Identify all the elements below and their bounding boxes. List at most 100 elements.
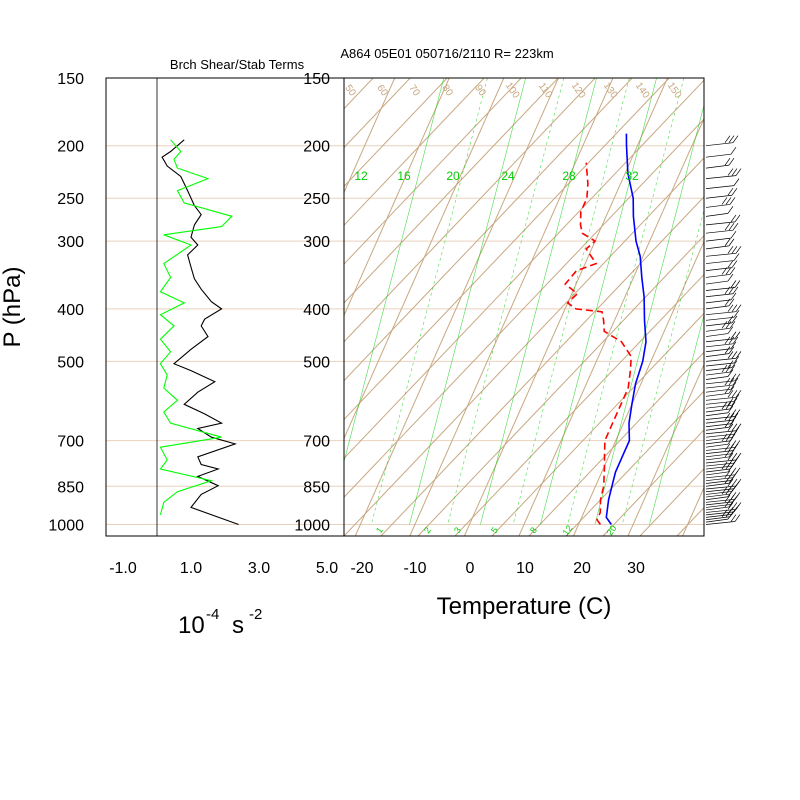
- wind-barb: [705, 514, 741, 525]
- wind-barb-feather: [730, 373, 737, 382]
- wind-barb: [705, 409, 741, 420]
- wind-barb-feather: [724, 286, 731, 294]
- mixing-ratio-label: 28: [562, 169, 576, 183]
- wind-barb-shaft: [705, 338, 736, 343]
- wind-barb-feather: [730, 409, 737, 417]
- wind-barb-feather: [731, 188, 738, 196]
- wind-barb-feather: [732, 412, 739, 421]
- wind-barb-feather: [734, 214, 741, 223]
- isotherm: [83, 78, 286, 536]
- wind-barb-feather: [729, 321, 736, 329]
- wind-barb: [705, 405, 734, 417]
- wind-barb: [705, 336, 739, 348]
- wind-barb: [705, 369, 734, 380]
- mixing-ratio-label: 2: [422, 525, 433, 535]
- wind-barb: [705, 315, 738, 327]
- wind-barb-feather: [728, 286, 735, 294]
- dewpoint-line: [564, 162, 633, 525]
- wind-barb-shaft: [705, 260, 735, 264]
- dry-adiabat-label: 150: [665, 81, 684, 101]
- wind-barb-feather: [728, 499, 735, 508]
- wind-barb-feather: [727, 423, 734, 431]
- y-tick-label: 500: [57, 354, 84, 371]
- wind-barb-feather: [721, 364, 728, 373]
- wind-barb-shaft: [705, 299, 732, 304]
- wind-barb-feather: [725, 461, 732, 470]
- y-axis-label: P (hPa): [0, 267, 26, 348]
- wind-barb: [705, 449, 735, 461]
- wind-barb: [705, 390, 742, 401]
- mixing-ratio-line: [480, 78, 597, 525]
- wind-barb: [705, 360, 738, 371]
- wind-barb-shaft: [705, 153, 732, 158]
- dry-adiabat-label: 70: [406, 83, 422, 99]
- wind-barb-feather: [727, 206, 734, 214]
- wind-barb-feather: [727, 489, 734, 497]
- wind-barb-feather: [728, 336, 735, 345]
- wind-barb-feather: [729, 197, 736, 205]
- isotherm: [627, 363, 704, 536]
- wind-barb-shaft: [705, 450, 734, 454]
- wind-barb-shaft: [705, 185, 735, 189]
- wind-barb-feather: [730, 416, 737, 424]
- wind-barb-shaft: [705, 516, 731, 521]
- dry-adiabat: [380, 196, 704, 536]
- wind-barb-feather: [735, 390, 742, 398]
- wind-barb-shaft: [705, 194, 733, 199]
- wind-barb-shaft: [705, 353, 730, 357]
- wind-barb: [705, 197, 736, 208]
- mixing-ratio-line: [447, 78, 565, 525]
- y-tick-label: 700: [57, 434, 84, 451]
- wind-barb-feather: [732, 336, 739, 345]
- wind-barb-feather: [721, 509, 728, 517]
- wind-barb-feather: [728, 298, 735, 307]
- wind-barb-shaft: [705, 280, 729, 285]
- dry-adiabat: [751, 43, 800, 537]
- temperature-tick-label: 20: [573, 560, 591, 577]
- x-tick-label: 5.0: [316, 560, 338, 577]
- wind-barb: [705, 476, 735, 487]
- wind-barb: [705, 253, 740, 264]
- wind-barb-shaft: [705, 212, 729, 217]
- wind-barb-shaft: [705, 521, 736, 525]
- dry-adiabat: [344, 78, 374, 110]
- wind-barb-feather: [727, 478, 734, 487]
- wind-barb-shaft: [705, 327, 731, 332]
- wind-barb-feather: [727, 436, 734, 445]
- wind-barb-shaft: [705, 333, 729, 337]
- wind-barb: [705, 420, 735, 431]
- wind-barb-feather: [733, 178, 740, 186]
- wind-barb-shaft: [705, 362, 735, 367]
- wind-barb-feather: [730, 382, 737, 390]
- y-tick-label: 250: [57, 191, 84, 208]
- wind-barb-feather: [727, 315, 734, 324]
- wind-barb-shaft: [705, 229, 734, 234]
- wind-barb-feather: [724, 449, 731, 458]
- wind-barb: [705, 394, 740, 405]
- left-y-tick-labels: 150 200 250 300 400 500 700 850 1000: [48, 71, 84, 535]
- wind-barb: [705, 286, 739, 298]
- wind-barb-feather: [724, 470, 731, 478]
- isotherm: [518, 117, 704, 536]
- wind-barb-shaft: [705, 142, 734, 147]
- wind-barb-feather: [727, 464, 734, 473]
- wind-barb: [705, 267, 736, 278]
- temperature-axis-label: Temperature (C): [437, 593, 612, 620]
- wind-barb-feather: [721, 486, 728, 495]
- wind-barb-feather: [728, 157, 735, 166]
- left-x-axis-label: 10 -4 s -2: [178, 606, 262, 639]
- wind-barb-feather: [724, 499, 731, 508]
- dry-adiabat: [344, 79, 704, 460]
- dry-adiabat: [344, 78, 522, 265]
- wind-barb-shaft: [705, 237, 732, 242]
- wind-barb: [705, 373, 741, 385]
- wind-barb-shaft: [705, 496, 729, 501]
- wind-barb-feather: [728, 412, 735, 421]
- wind-barb-shaft: [705, 426, 730, 431]
- wind-barb-feather: [734, 373, 741, 382]
- wind-barb: [705, 401, 736, 413]
- wind-barb-shaft: [705, 311, 737, 316]
- skew-y-tick-label: 150: [303, 71, 330, 88]
- wind-barb: [705, 260, 738, 271]
- wind-barb-feather: [731, 423, 738, 431]
